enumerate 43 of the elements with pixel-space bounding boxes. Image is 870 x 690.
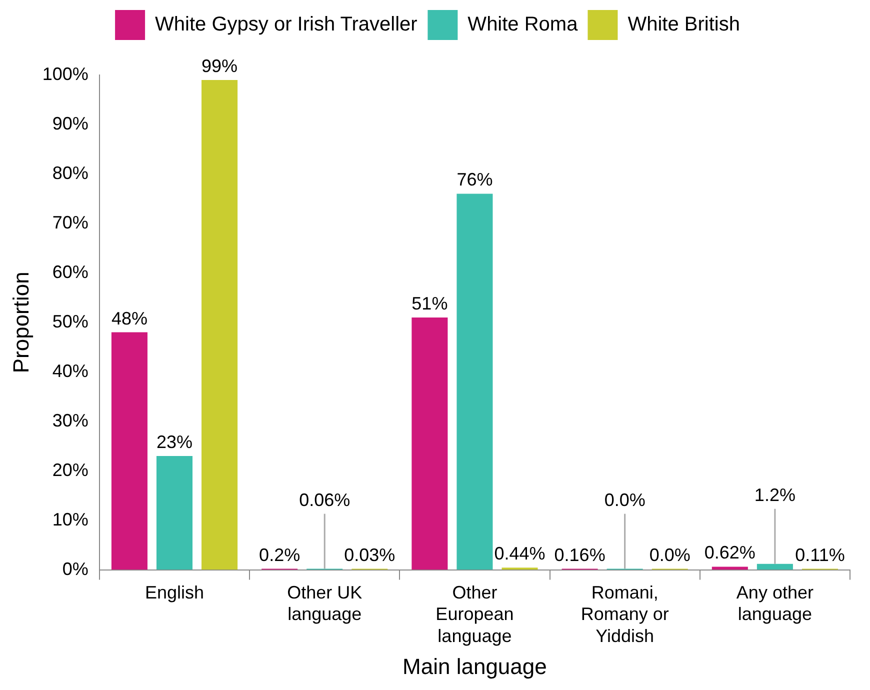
x-tick-label: Any other language	[736, 582, 814, 624]
data-label: 1.2%	[754, 484, 796, 505]
y-tick-label: 40%	[52, 360, 88, 381]
bar	[111, 332, 148, 570]
bar	[756, 564, 793, 570]
y-tick-label: 80%	[52, 162, 88, 183]
data-label: 0.11%	[795, 544, 845, 565]
data-label: 23%	[156, 432, 193, 452]
x-tick-label: Other European language	[436, 582, 514, 646]
data-label: 0.44%	[494, 544, 546, 564]
bar	[202, 80, 238, 570]
data-label: 0.2%	[259, 544, 300, 565]
y-tick-label: 20%	[52, 460, 88, 480]
bar	[156, 456, 193, 570]
bar	[456, 194, 493, 570]
y-tick-label: 50%	[52, 311, 88, 332]
y-tick-label: 30%	[52, 410, 88, 430]
data-label: 51%	[412, 293, 448, 314]
data-label: 48%	[111, 308, 148, 328]
data-label: 0.16%	[554, 544, 606, 565]
data-label: 99%	[202, 56, 238, 76]
data-label: 0.06%	[299, 490, 350, 510]
y-tick-label: 60%	[52, 262, 88, 282]
bar	[412, 317, 448, 570]
y-axis-title: Proportion	[8, 272, 34, 374]
y-tick-label: 70%	[52, 212, 88, 232]
data-label: 0.62%	[704, 542, 756, 563]
y-tick-label: 10%	[52, 509, 88, 530]
legend-label: White Roma	[468, 14, 579, 36]
y-tick-label: 0%	[62, 558, 88, 579]
x-tick-label: Other UK language	[287, 582, 362, 624]
data-label: 0.0%	[649, 544, 690, 565]
data-label: 0.0%	[604, 490, 646, 510]
x-axis-title: Main language	[402, 654, 547, 679]
bar	[712, 566, 748, 570]
y-tick-label: 90%	[52, 113, 88, 134]
x-tick-label: Romani, Romany or Yiddish	[580, 582, 669, 646]
legend-label: White British	[628, 14, 740, 36]
x-tick-label: English	[144, 582, 204, 603]
data-label: 0.03%	[344, 544, 396, 565]
legend-label: White Gypsy or Irish Traveller	[155, 14, 418, 36]
data-label: 76%	[456, 170, 493, 190]
y-tick-label: 100%	[42, 64, 88, 84]
